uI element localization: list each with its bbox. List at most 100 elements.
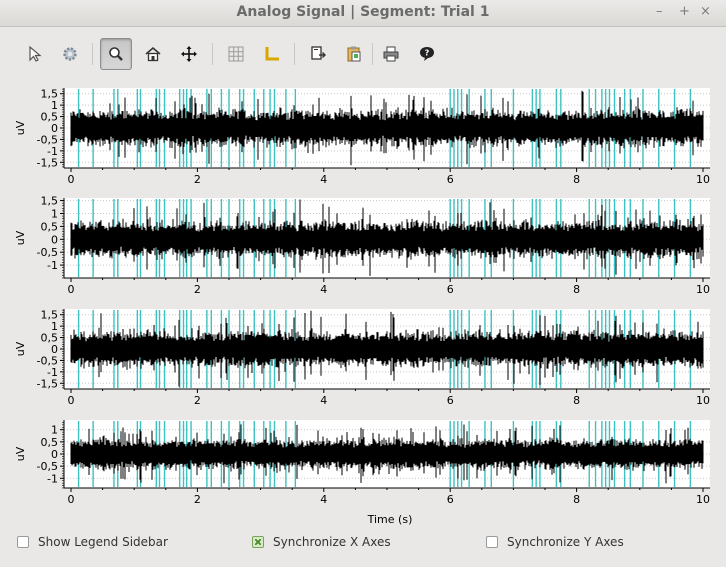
x-tick-label: 2: [194, 493, 201, 506]
help-icon: ?: [420, 47, 434, 61]
checkbox-box[interactable]: [17, 536, 29, 548]
x-tick-label: 2: [194, 173, 201, 186]
x-tick-label: 6: [447, 394, 454, 407]
y-tick-label: 1: [51, 320, 58, 333]
svg-text:?: ?: [425, 49, 430, 58]
signal-trace: [70, 310, 704, 387]
checkbox-box[interactable]: [486, 536, 498, 548]
y-tick-label: 0: [51, 122, 58, 135]
select-tool-button[interactable]: [19, 38, 51, 70]
y-tick-label: 0,5: [41, 220, 59, 233]
x-tick-label: 6: [447, 283, 454, 296]
show-legend-checkbox[interactable]: Show Legend Sidebar: [17, 535, 168, 549]
x-tick-label: 6: [447, 493, 454, 506]
y-tick-label: 0,5: [41, 332, 59, 345]
export-button[interactable]: [302, 38, 334, 70]
y-tick-label: 0,5: [41, 436, 59, 449]
x-tick-label: 4: [320, 283, 327, 296]
x-tick-label: 2: [194, 394, 201, 407]
x-tick-label: 10: [696, 173, 710, 186]
x-tick-label: 8: [573, 394, 580, 407]
x-tick-label: 2: [194, 283, 201, 296]
home-button[interactable]: [137, 38, 169, 70]
y-tick-label: 1: [51, 424, 58, 437]
signal-trace: [70, 199, 704, 276]
configure-button[interactable]: [54, 38, 86, 70]
y-tick-label: 0,5: [41, 111, 59, 124]
pointer-icon: [29, 45, 42, 62]
help-button[interactable]: ?: [411, 38, 443, 70]
options-bar: Show Legend Sidebar Synchronize X Axes S…: [0, 530, 726, 556]
x-tick-label: 8: [573, 173, 580, 186]
y-tick-label: 1: [51, 99, 58, 112]
y-tick-label: 1,5: [41, 309, 59, 322]
grid-toggle-button[interactable]: [220, 38, 252, 70]
export-icon: [311, 46, 326, 60]
close-button[interactable]: ×: [700, 4, 711, 19]
y-tick-label: -1: [47, 472, 58, 485]
pan-tool-button[interactable]: [173, 38, 205, 70]
axes-icon: [265, 47, 279, 61]
x-tick-label: 10: [696, 283, 710, 296]
signal-trace: [70, 90, 704, 166]
toolbar-separator: [212, 43, 213, 65]
y-tick-label: 0: [51, 233, 58, 246]
x-tick-label: 10: [696, 394, 710, 407]
y-tick-label: -1: [47, 145, 58, 158]
toolbar-separator: [294, 43, 295, 65]
x-tick-label: 6: [447, 173, 454, 186]
y-tick-label: -0,5: [37, 354, 58, 367]
sync-y-checkbox[interactable]: Synchronize Y Axes: [486, 535, 624, 549]
y-tick-label: -0,5: [37, 246, 58, 259]
y-tick-label: 1,5: [41, 195, 59, 208]
signal-plots[interactable]: 1,510,50-0,5-1-1,50 2 4 6 8 10uV1,510,50-0,5-…: [0, 80, 726, 525]
toolbar-separator: [92, 43, 93, 65]
x-tick-label: 0: [68, 394, 75, 407]
sync-y-label: Synchronize Y Axes: [507, 535, 624, 549]
y-tick-label: 0: [51, 343, 58, 356]
clipboard-icon: [347, 46, 361, 62]
x-tick-label: 4: [320, 394, 327, 407]
y-tick-label: -1: [47, 366, 58, 379]
y-tick-label: -0,5: [37, 460, 58, 473]
copy-button[interactable]: [338, 38, 370, 70]
y-axis-label: uV: [14, 120, 27, 135]
x-tick-label: 8: [573, 493, 580, 506]
minimize-button[interactable]: –: [656, 4, 663, 19]
grid-icon: [228, 46, 244, 62]
y-axis-label: uV: [14, 230, 27, 245]
x-tick-label: 4: [320, 493, 327, 506]
x-tick-label: 0: [68, 493, 75, 506]
x-tick-label: 4: [320, 173, 327, 186]
toolbar: ?: [0, 27, 726, 75]
sync-x-checkbox[interactable]: Synchronize X Axes: [252, 535, 391, 549]
toolbar-separator: [372, 43, 373, 65]
y-tick-label: 1,5: [41, 88, 59, 101]
zoom-tool-button[interactable]: [100, 38, 132, 70]
sync-x-label: Synchronize X Axes: [273, 535, 391, 549]
x-tick-label: 0: [68, 173, 75, 186]
y-tick-label: -1,5: [37, 156, 58, 169]
checkbox-box-checked[interactable]: [252, 536, 264, 548]
show-legend-label: Show Legend Sidebar: [38, 535, 168, 549]
y-tick-label: 1: [51, 207, 58, 220]
window-titlebar: Analog Signal | Segment: Trial 1 – + ×: [0, 0, 726, 27]
y-tick-label: 0: [51, 448, 58, 461]
printer-icon: [383, 46, 399, 62]
gear-icon: [63, 47, 77, 61]
print-button[interactable]: [375, 38, 407, 70]
move-icon: [181, 46, 197, 62]
y-tick-label: -1: [47, 259, 58, 272]
axes-button[interactable]: [256, 38, 288, 70]
home-icon: [145, 46, 161, 62]
y-axis-label: uV: [14, 446, 27, 461]
maximize-button[interactable]: +: [679, 4, 690, 19]
x-axis-label: Time (s): [367, 513, 413, 525]
y-tick-label: -1,5: [37, 377, 58, 390]
y-tick-label: -0,5: [37, 133, 58, 146]
x-tick-label: 0: [68, 283, 75, 296]
